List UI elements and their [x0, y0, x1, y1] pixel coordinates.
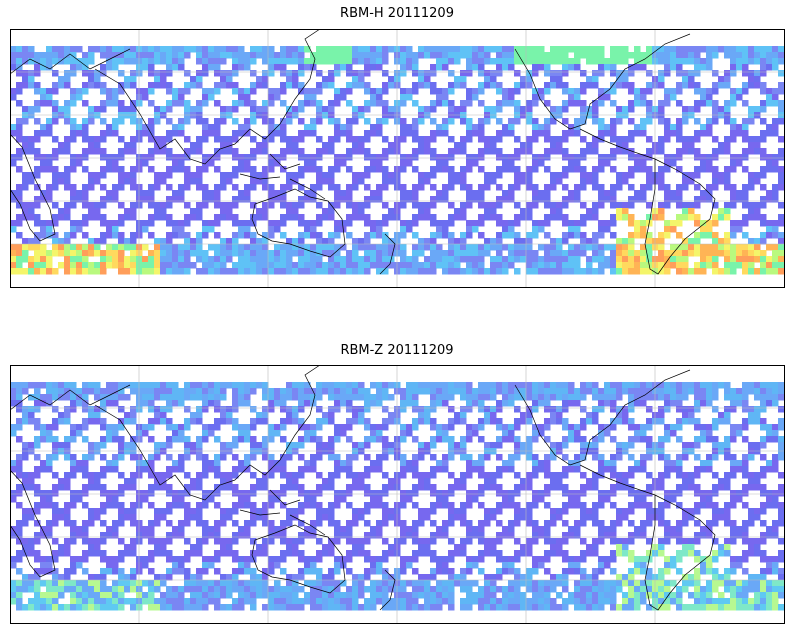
se-asia-islands [239, 153, 326, 200]
asia-east-coastline [234, 365, 321, 481]
map-frame [10, 365, 785, 624]
australia-coastline [251, 524, 346, 594]
europe-coastline [10, 384, 131, 411]
gridlines [10, 29, 785, 288]
new-zealand-coastline [379, 233, 396, 275]
africa-coastline [10, 469, 56, 578]
central-america-coastline [579, 464, 656, 496]
africa-coastline [10, 133, 56, 242]
gridlines [10, 365, 785, 624]
south-america-coastline [644, 494, 716, 611]
map-panel-bottom [10, 365, 785, 624]
panel-title-top: RBM-H 20111209 [340, 6, 454, 21]
south-america-coastline [644, 158, 716, 275]
panel-title-bottom: RBM-Z 20111209 [340, 343, 454, 358]
central-america-coastline [579, 128, 656, 160]
coastlines [10, 365, 716, 611]
australia-coastline [251, 188, 346, 258]
map-frame [10, 29, 785, 288]
north-america-coastline [514, 369, 691, 466]
north-america-coastline [514, 33, 691, 130]
arabia-india-coastline [94, 404, 236, 501]
se-asia-islands [239, 489, 326, 536]
new-zealand-coastline [379, 569, 396, 611]
asia-east-coastline [234, 29, 321, 145]
coastlines [10, 29, 716, 275]
arabia-india-coastline [94, 68, 236, 165]
map-panel-top [10, 29, 785, 288]
europe-coastline [10, 48, 131, 75]
